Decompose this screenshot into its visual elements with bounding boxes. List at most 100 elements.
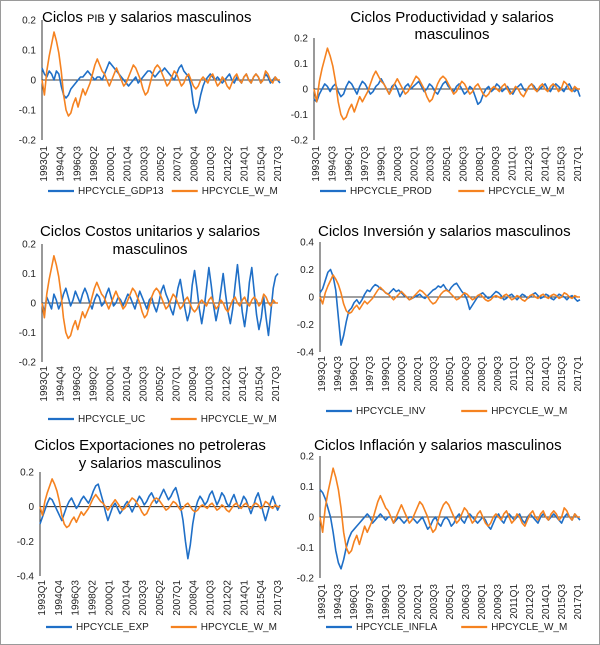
x-tick-label: 1993Q1	[311, 146, 322, 182]
x-tick-label: 2008Q1	[477, 584, 488, 620]
panel-title-line2: y salarios masculinos	[79, 455, 222, 472]
x-tick-label: 2012Q3	[525, 356, 536, 392]
legend-label: HPCYCLE_W_M	[201, 414, 277, 425]
x-tick-label: 2015Q3	[557, 146, 568, 182]
legend-label: HPCYCLE_PROD	[350, 186, 432, 197]
x-tick-label: 1999Q1	[381, 356, 392, 392]
panel-title-line2: masculinos	[414, 26, 489, 43]
x-tick-label: 1996Q3	[72, 366, 83, 402]
x-tick-label: 2006Q3	[461, 356, 472, 392]
x-tick-label: 1997Q3	[365, 584, 376, 620]
y-tick-label: 0.2	[300, 452, 314, 463]
x-tick-label: 2003Q3	[138, 580, 149, 616]
series-line-indicator	[313, 78, 581, 106]
x-tick-label: 2012Q2	[221, 366, 232, 402]
panel-title: Ciclos Exportaciones no petroleras	[34, 437, 266, 454]
x-tick-label: 2012Q2	[223, 146, 234, 182]
y-tick-label: -0.2	[291, 136, 309, 147]
legend-label: HPCYCLE_W_M	[201, 622, 277, 633]
legend-label: HPCYCLE_UC	[78, 414, 145, 425]
x-tick-label: 2014Q1	[238, 366, 249, 402]
x-tick-label: 2017Q1	[573, 584, 584, 620]
x-tick-label: 2007Q1	[172, 366, 183, 402]
legend-label: HPCYCLE_INV	[356, 406, 426, 417]
x-tick-label: 2003Q3	[429, 584, 440, 620]
y-tick-label: 0.2	[22, 16, 36, 27]
y-tick-label: 0.2	[300, 265, 314, 276]
x-tick-label: 2015Q3	[557, 584, 568, 620]
series-line-wage	[319, 467, 580, 555]
x-tick-label: 1996Q1	[349, 356, 360, 392]
x-tick-label: 2009Q3	[493, 584, 504, 620]
x-tick-label: 1993Q1	[37, 580, 48, 616]
y-tick-label: 0	[308, 513, 314, 524]
x-tick-label: 2001Q4	[122, 366, 133, 402]
x-tick-label: 2014Q1	[240, 146, 251, 182]
x-tick-label: 1993Q1	[317, 584, 328, 620]
x-tick-label: 2015Q3	[557, 356, 568, 392]
y-tick-label: 0	[30, 299, 36, 310]
x-tick-label: 2007Q1	[172, 580, 183, 616]
x-tick-label: 2010Q3	[206, 146, 217, 182]
series-line-wage	[39, 478, 280, 529]
y-tick-label: -0.4	[297, 348, 315, 359]
x-tick-label: 1993Q1	[317, 356, 328, 392]
panel-title: Ciclos Inflación y salarios masculinos	[314, 437, 562, 454]
x-tick-label: 1996Q1	[349, 584, 360, 620]
x-tick-label: 1993Q1	[39, 366, 50, 402]
x-tick-label: 2017Q3	[271, 366, 282, 402]
panel-title: Ciclos Inversión y salarios masculinos	[318, 223, 571, 240]
legend-label: HPCYCLE_INFLA	[356, 622, 437, 633]
y-tick-label: -0.2	[297, 574, 315, 585]
x-tick-label: 2005Q1	[445, 356, 456, 392]
x-tick-label: 2009Q3	[491, 146, 502, 182]
y-tick-label: -0.4	[17, 572, 35, 583]
x-tick-label: 2003Q3	[139, 146, 150, 182]
y-tick-label: 0.1	[294, 59, 308, 70]
x-tick-label: 1996Q3	[72, 146, 83, 182]
x-tick-label: 2008Q1	[475, 146, 486, 182]
y-tick-label: 0	[308, 293, 314, 304]
x-tick-label: 2002Q1	[413, 584, 424, 620]
x-tick-label: 1998Q2	[89, 146, 100, 182]
panel-title: Ciclos PIB y salarios masculinos	[42, 9, 251, 26]
y-tick-label: 0.1	[22, 46, 36, 57]
x-tick-label: 2012Q3	[525, 584, 536, 620]
x-tick-label: 2012Q2	[222, 580, 233, 616]
y-tick-label: -0.1	[291, 110, 309, 121]
legend-label: HPCYCLE_EXP	[76, 622, 149, 633]
x-tick-label: 2003Q3	[426, 146, 437, 182]
legend-label: HPCYCLE_GDP13	[78, 186, 164, 197]
x-tick-label: 2000Q1	[104, 580, 115, 616]
x-tick-label: 1996Q3	[71, 580, 82, 616]
x-tick-label: 1998Q2	[88, 580, 99, 616]
x-tick-label: 2006Q3	[461, 584, 472, 620]
y-tick-label: 0.2	[22, 240, 36, 251]
x-tick-label: 2015Q4	[256, 580, 267, 616]
x-tick-label: 2002Q1	[413, 356, 424, 392]
x-tick-label: 1997Q3	[365, 356, 376, 392]
panel-exportaciones: Ciclos Exportaciones no petroleras y sal…	[17, 437, 284, 633]
y-tick-label: 0	[28, 502, 34, 513]
panel-costos-unitarios: Ciclos Costos unitarios y salarios mascu…	[19, 223, 282, 425]
x-tick-label: 2014Q1	[541, 584, 552, 620]
y-tick-label: 0.2	[294, 34, 308, 45]
x-tick-label: 2001Q4	[123, 146, 134, 182]
panel-title-line2: masculinos	[112, 241, 187, 258]
x-tick-label: 2014Q1	[239, 580, 250, 616]
x-tick-label: 2000Q3	[397, 356, 408, 392]
y-tick-label: -0.1	[297, 543, 315, 554]
legend-label: HPCYCLE_W_M	[491, 406, 567, 417]
x-tick-label: 1994Q3	[333, 584, 344, 620]
x-tick-label: 2010Q3	[206, 580, 217, 616]
x-tick-label: 2008Q4	[189, 580, 200, 616]
x-tick-label: 2005Q2	[155, 366, 166, 402]
y-tick-label: 0.1	[300, 482, 314, 493]
x-tick-label: 2001Q4	[121, 580, 132, 616]
x-tick-label: 2005Q1	[445, 584, 456, 620]
y-tick-label: -0.2	[19, 358, 37, 369]
x-tick-label: 2011Q1	[508, 146, 519, 181]
x-tick-label: 1998Q2	[89, 366, 100, 402]
x-tick-label: 2012Q3	[524, 146, 535, 182]
x-tick-label: 2005Q2	[155, 580, 166, 616]
